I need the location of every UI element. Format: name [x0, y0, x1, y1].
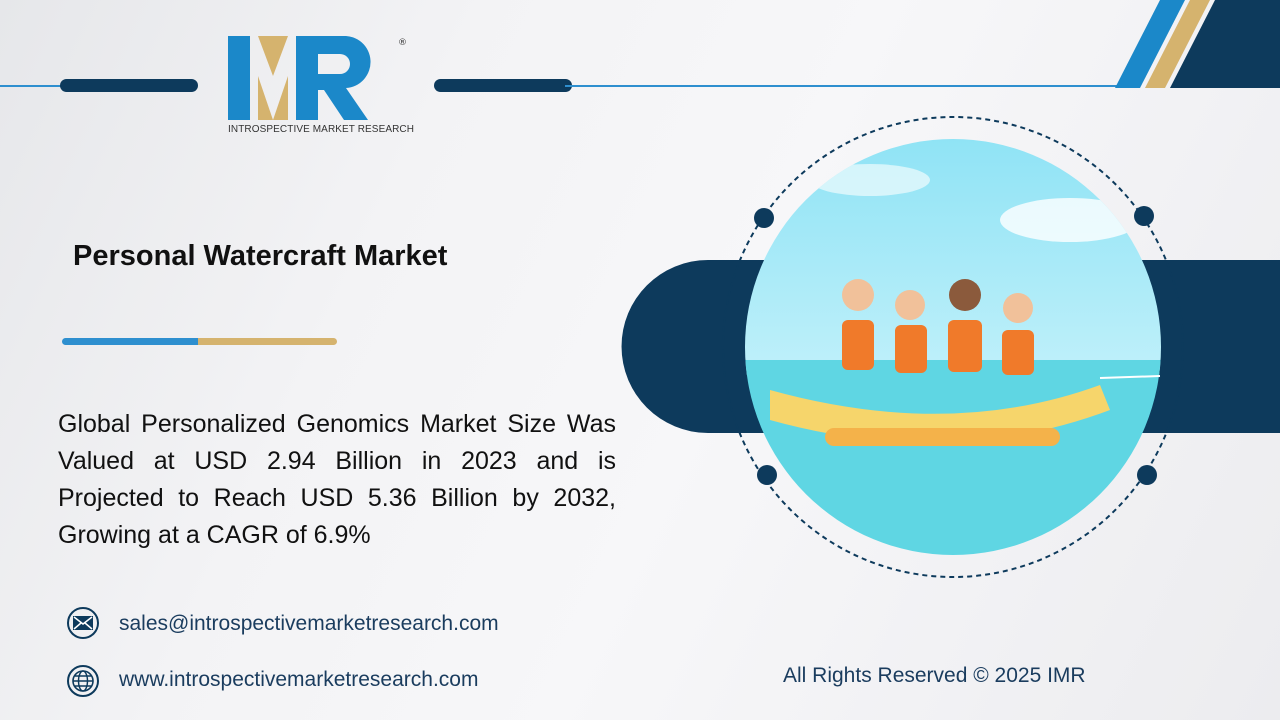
banana-boat-illustration	[621, 116, 1280, 578]
svg-text:®: ®	[398, 38, 407, 48]
header-pill-right	[434, 79, 572, 92]
corner-stripes	[1115, 0, 1280, 88]
imr-logo: ®	[228, 36, 407, 120]
globe-icon	[67, 665, 99, 697]
title-underline-gold	[198, 338, 337, 345]
header-line-left	[0, 85, 70, 87]
email-link[interactable]: sales@introspectivemarketresearch.com	[119, 612, 499, 635]
market-description: Global Personalized Genomics Market Size…	[58, 410, 616, 549]
title-underline-blue	[62, 338, 200, 345]
page-title: Personal Watercraft Market	[73, 240, 448, 272]
envelope-icon	[67, 607, 99, 639]
copyright: All Rights Reserved © 2025 IMR	[783, 664, 1086, 687]
logo-tagline: INTROSPECTIVE MARKET RESEARCH	[228, 124, 415, 135]
header-pill-left	[60, 79, 198, 92]
header-line-right	[565, 85, 1125, 87]
website-link[interactable]: www.introspectivemarketresearch.com	[119, 668, 479, 691]
